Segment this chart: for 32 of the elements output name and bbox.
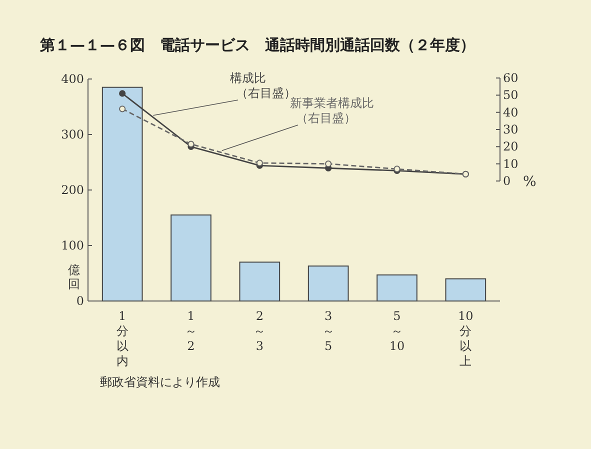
text: 郵政省資料により作成	[100, 375, 220, 389]
y2-tick-label: 0	[503, 174, 511, 188]
y-tick-label: 300	[61, 128, 84, 142]
x-tick-label: 1分以内	[116, 309, 128, 368]
y-tick-label: 200	[61, 183, 84, 197]
y2-tick-label: 50	[503, 88, 518, 102]
x-tick-label: 5～10	[389, 309, 405, 353]
chart-title: 第１—１—６図 電話サービス 通話時間別通話回数（２年度）	[39, 36, 475, 54]
bar	[308, 266, 349, 302]
x-tick-label: 1～2	[185, 309, 197, 353]
point	[325, 160, 332, 168]
y2-tick-label: 60	[503, 71, 518, 85]
bar	[376, 274, 418, 302]
y-tick-label: 100	[61, 238, 84, 252]
y2-axis-title: %	[523, 174, 536, 190]
y2-tick-label: 20	[503, 140, 518, 154]
point	[119, 90, 126, 97]
y-tick-label: 400	[61, 72, 84, 86]
point	[119, 106, 126, 112]
bar	[170, 214, 212, 302]
bar	[239, 262, 280, 302]
y-axis-title: 億回	[68, 263, 80, 291]
x-tick-label: 3～5	[322, 309, 334, 353]
x-tick-label: 2～3	[254, 309, 266, 353]
y2-tick-label: 10	[503, 156, 518, 171]
point	[188, 140, 194, 148]
x-tick-label: 10分以上	[458, 309, 474, 368]
y2-tick-label: 40	[503, 105, 518, 120]
y2-tick-label: 30	[503, 122, 518, 136]
y-tick-label: 0	[76, 294, 84, 308]
bar	[445, 278, 486, 302]
point	[256, 160, 263, 166]
